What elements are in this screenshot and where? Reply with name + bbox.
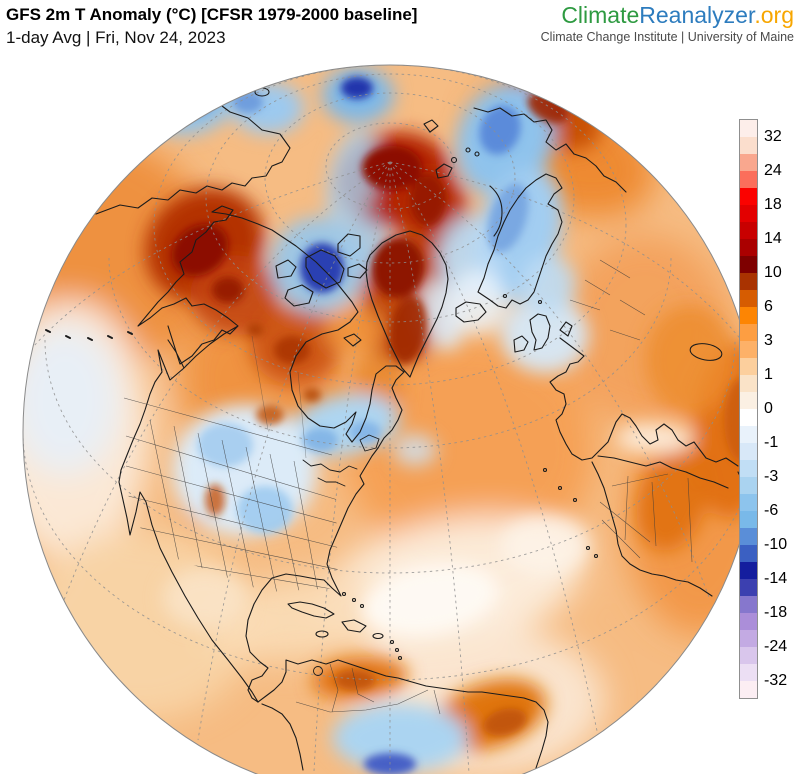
colorbar: [739, 119, 758, 699]
colorbar-segment: [740, 392, 757, 409]
colorbar-tick-label: -32: [764, 672, 788, 689]
colorbar-tick-label: -10: [764, 536, 788, 553]
colorbar-tick-label: 32: [764, 128, 782, 145]
colorbar-tick-label: -3: [764, 468, 779, 485]
colorbar-tick-label: -18: [764, 604, 788, 621]
colorbar-segment: [740, 222, 757, 239]
colorbar-segment: [740, 256, 757, 273]
colorbar-segment: [740, 647, 757, 664]
colorbar-tick-label: 18: [764, 196, 782, 213]
colorbar-segment: [740, 307, 757, 324]
globe-interior: [23, 65, 757, 774]
logo-part-climate: Climate: [561, 2, 640, 28]
colorbar-segment: [740, 477, 757, 494]
colorbar-segment: [740, 596, 757, 613]
colorbar-segment: [740, 460, 757, 477]
page-title: GFS 2m T Anomaly (°C) [CFSR 1979-2000 ba…: [6, 5, 418, 24]
colorbar-segment: [740, 120, 757, 137]
colorbar-tick-label: 0: [764, 400, 773, 417]
logo-part-org: .org: [754, 2, 794, 28]
colorbar-segment: [740, 409, 757, 426]
colorbar-segment: [740, 443, 757, 460]
colorbar-segment: [740, 426, 757, 443]
colorbar-segments: [740, 120, 757, 698]
colorbar-segment: [740, 290, 757, 307]
colorbar-segment: [740, 171, 757, 188]
header: GFS 2m T Anomaly (°C) [CFSR 1979-2000 ba…: [6, 3, 417, 48]
branding: ClimateReanalyzer.org Climate Change Ins…: [541, 2, 794, 44]
colorbar-segment: [740, 341, 757, 358]
colorbar-segment: [740, 630, 757, 647]
colorbar-segment: [740, 613, 757, 630]
colorbar-tick-label: -1: [764, 434, 779, 451]
colorbar-tick-label: 6: [764, 298, 773, 315]
colorbar-segment: [740, 664, 757, 681]
colorbar-segment: [740, 494, 757, 511]
colorbar-segment: [740, 324, 757, 341]
graticule: [23, 65, 757, 774]
colorbar-tick-label: 14: [764, 230, 782, 247]
institute-tagline: Climate Change Institute | University of…: [540, 30, 794, 44]
colorbar-segment: [740, 188, 757, 205]
page-subtitle: 1-day Avg | Fri, Nov 24, 2023: [6, 28, 226, 47]
logo-part-reanalyzer: Reanalyzer: [639, 2, 755, 28]
climate-reanalyzer-logo: ClimateReanalyzer.org: [541, 2, 794, 28]
colorbar-segment: [740, 375, 757, 392]
colorbar-segment: [740, 239, 757, 256]
colorbar-tick-label: 24: [764, 162, 782, 179]
colorbar-tick-label: -24: [764, 638, 788, 655]
colorbar-segment: [740, 358, 757, 375]
coastlines: [45, 85, 755, 774]
colorbar-segment: [740, 562, 757, 579]
colorbar-segment: [740, 579, 757, 596]
colorbar-tick-label: 10: [764, 264, 782, 281]
colorbar-segment: [740, 681, 757, 698]
colorbar-segment: [740, 137, 757, 154]
colorbar-tick-label: -14: [764, 570, 788, 587]
colorbar-tick-label: 3: [764, 332, 773, 349]
country-borders: [123, 259, 693, 715]
colorbar-segment: [740, 273, 757, 290]
colorbar-segment: [740, 511, 757, 528]
colorbar-tick-label: -6: [764, 502, 779, 519]
colorbar-tick-label: 1: [764, 366, 773, 383]
colorbar-segment: [740, 528, 757, 545]
colorbar-segment: [740, 545, 757, 562]
colorbar-segment: [740, 154, 757, 171]
colorbar-segment: [740, 205, 757, 222]
